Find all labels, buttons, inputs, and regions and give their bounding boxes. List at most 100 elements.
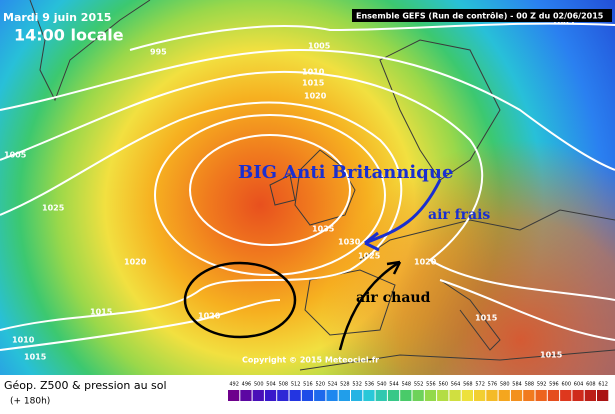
scale-label: 596 [549,382,559,388]
scale-label: 540 [377,382,387,388]
scale-swatch [338,390,350,401]
cold-air-label: air frais [428,207,490,223]
isobar [0,299,281,351]
scale-label: 524 [328,382,338,388]
scale-label: 600 [561,382,571,388]
isobar-label: 1030 [338,238,361,247]
isobar-label: 1010 [12,336,35,345]
isobar [154,114,386,276]
isobar-label: 1015 [302,79,325,88]
italy-coast [439,279,501,351]
britain-coast [294,149,356,226]
scale-label: 520 [315,382,325,388]
scale-swatch [437,390,449,401]
copyright: Copyright © 2015 Meteociel.fr [242,356,379,365]
scale-label: 612 [598,382,608,388]
footer-title: Géop. Z500 & pression au sol [4,379,167,392]
isobar [189,134,351,246]
scale-swatch [461,390,473,401]
scale-swatch [326,390,338,401]
scale-swatch [375,390,387,401]
scale-label: 536 [365,382,375,388]
isobar [0,70,615,301]
scale-label: 504 [266,382,276,388]
scale-swatch [277,390,289,401]
warm-air-label: air chaud [356,290,431,306]
isobar-label: 1020 [124,258,147,267]
isobar-label: 1005 [4,151,27,160]
isobar-label: 1015 [475,314,498,323]
color-scale: 492 496 500 504 508 512 516 520 524 528 532 536 540 5… [228,382,609,401]
europe-coast [359,209,615,261]
africa-coast [299,349,615,371]
warm-arrow [338,260,401,351]
scale-swatch [252,390,264,401]
scale-label: 508 [279,382,289,388]
warm-field [0,0,615,375]
scale-label: 564 [451,382,461,388]
scale-swatch [400,390,412,401]
scale-label: 548 [402,382,412,388]
scale-label: 584 [512,382,522,388]
scale-swatch [424,390,437,401]
isobar-label: 1020 [304,92,327,101]
isobar [129,22,615,51]
run-info: Ensemble GEFS (Run de contrôle) - 00 Z d… [356,11,604,21]
isobar-label: 1010 [302,68,325,77]
run-box [352,9,612,22]
scale-label: 528 [340,382,350,388]
scale-label: 560 [438,382,448,388]
isobar-label: 995 [150,48,167,57]
scale-label: 592 [537,382,547,388]
ireland-coast [269,174,296,206]
scale-label: 576 [488,382,498,388]
scale-swatch [301,390,314,401]
scale-label: 552 [414,382,424,388]
scale-swatch [314,390,326,401]
cold-arrowhead [364,231,380,252]
scale-label: 572 [475,382,485,388]
scale-swatch [584,390,596,401]
scale-swatch [572,390,584,401]
cold-arrow [364,179,442,245]
isobar-label: 1035 [312,225,335,234]
isobar-labels: 9951005101010151020100510051025102010151… [4,18,575,362]
scale-swatch [449,390,461,401]
scale-swatch [547,390,560,401]
scale-swatch [387,390,400,401]
scale-swatch [228,390,240,401]
anticyclone-label: BIG Anti Britannique [238,162,453,183]
scale-swatch [264,390,277,401]
scale-label: 604 [574,382,584,388]
scale-label: 512 [291,382,301,388]
scale-label: 496 [242,382,252,388]
isobar-label: 1015 [540,351,563,360]
scale-label: 556 [426,382,436,388]
scale-label: 532 [352,382,362,388]
scale-label: 588 [525,382,535,388]
scale-swatch [597,390,609,401]
scale-label: 492 [229,382,239,388]
isobar-label: 1005 [308,42,331,51]
scale-swatch [510,390,523,401]
scale-label: 516 [303,382,313,388]
scale-swatch [474,390,486,401]
scale-swatch [498,390,510,401]
isobar [439,279,615,341]
scale-swatch [486,390,498,401]
date: Mardi 9 juin 2015 [3,11,111,24]
scale-label: 568 [463,382,473,388]
isobar-label: 1015 [24,353,47,362]
iberia-coast [304,269,396,336]
coastlines [29,0,615,371]
scale-swatch [289,390,301,401]
isobar-label: 1025 [358,252,381,261]
scale-swatch [412,390,424,401]
scale-swatch [240,390,252,401]
scale-label: 544 [389,382,399,388]
footer-lead: (+ 180h) [10,397,50,407]
scale-swatch [523,390,535,401]
scale-swatch [560,390,572,401]
scale-label: 500 [254,382,264,388]
scale-label: 608 [586,382,596,388]
